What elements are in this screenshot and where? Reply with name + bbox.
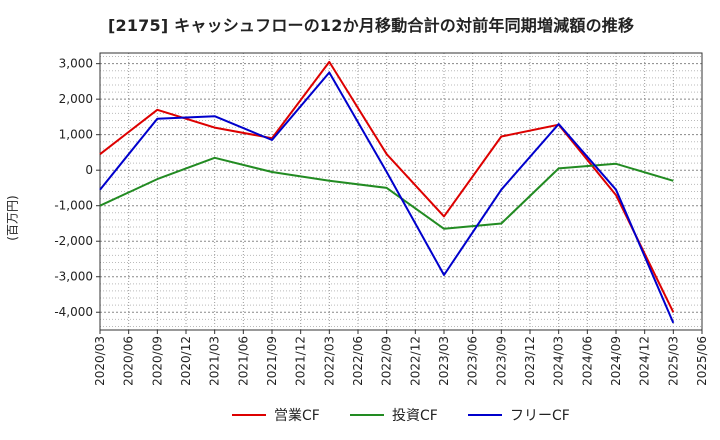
y-tick-label: 3,000 xyxy=(59,57,93,71)
x-tick-label: 2023/12 xyxy=(523,336,537,386)
plot-border xyxy=(99,52,703,331)
y-tick-label: -3,000 xyxy=(54,270,93,284)
x-tick-label: 2022/09 xyxy=(380,336,394,386)
x-tick-label: 2024/09 xyxy=(609,336,623,386)
x-tick-label: 2021/03 xyxy=(208,336,222,386)
y-tick-label: 0 xyxy=(85,163,93,177)
series-line-営業CF xyxy=(99,60,675,313)
y-tick-label: 2,000 xyxy=(59,92,93,106)
x-tick-label: 2025/03 xyxy=(666,336,680,386)
x-tick-label: 2021/06 xyxy=(236,336,250,386)
legend-swatch xyxy=(468,414,502,416)
legend-item: 営業CF xyxy=(232,402,320,428)
legend-swatch xyxy=(350,414,384,416)
x-tick-label: 2021/09 xyxy=(265,336,279,386)
legend-label: フリーCF xyxy=(510,408,570,424)
legend-item: フリーCF xyxy=(468,402,570,428)
x-tick-label: 2023/03 xyxy=(437,336,451,386)
y-tick-label: -1,000 xyxy=(54,199,93,213)
x-tick-label: 2020/03 xyxy=(93,336,107,386)
x-tick-label: 2024/06 xyxy=(580,336,594,386)
legend: 営業CF 投資CF フリーCF xyxy=(0,402,720,428)
x-tick-label: 2023/09 xyxy=(494,336,508,386)
legend-item: 投資CF xyxy=(350,402,438,428)
y-tick-label: -2,000 xyxy=(54,234,93,248)
x-tick-label: 2022/06 xyxy=(351,336,365,386)
x-tick-label: 2024/03 xyxy=(552,336,566,386)
series-line-投資CF xyxy=(99,156,674,230)
y-tick-label: -4,000 xyxy=(54,305,93,319)
chart-title: [2175] キャッシュフローの12か月移動合計の対前年同期増減額の推移 xyxy=(108,16,635,35)
x-tick-label: 2020/06 xyxy=(122,336,136,386)
x-tick-label: 2021/12 xyxy=(294,336,308,386)
x-tick-label: 2022/12 xyxy=(408,336,422,386)
x-tick-label: 2025/06 xyxy=(695,336,709,386)
x-tick-label: 2023/06 xyxy=(466,336,480,386)
legend-swatch xyxy=(232,414,266,416)
y-tick-label: 1,000 xyxy=(59,128,93,142)
legend-label: 営業CF xyxy=(274,408,320,424)
x-tick-label: 2020/12 xyxy=(179,336,193,386)
legend-label: 投資CF xyxy=(392,408,438,424)
series-line-フリーCF xyxy=(99,71,675,324)
x-tick-label: 2024/12 xyxy=(638,336,652,386)
x-tick-label: 2022/03 xyxy=(322,336,336,386)
x-tick-label: 2020/09 xyxy=(150,336,164,386)
